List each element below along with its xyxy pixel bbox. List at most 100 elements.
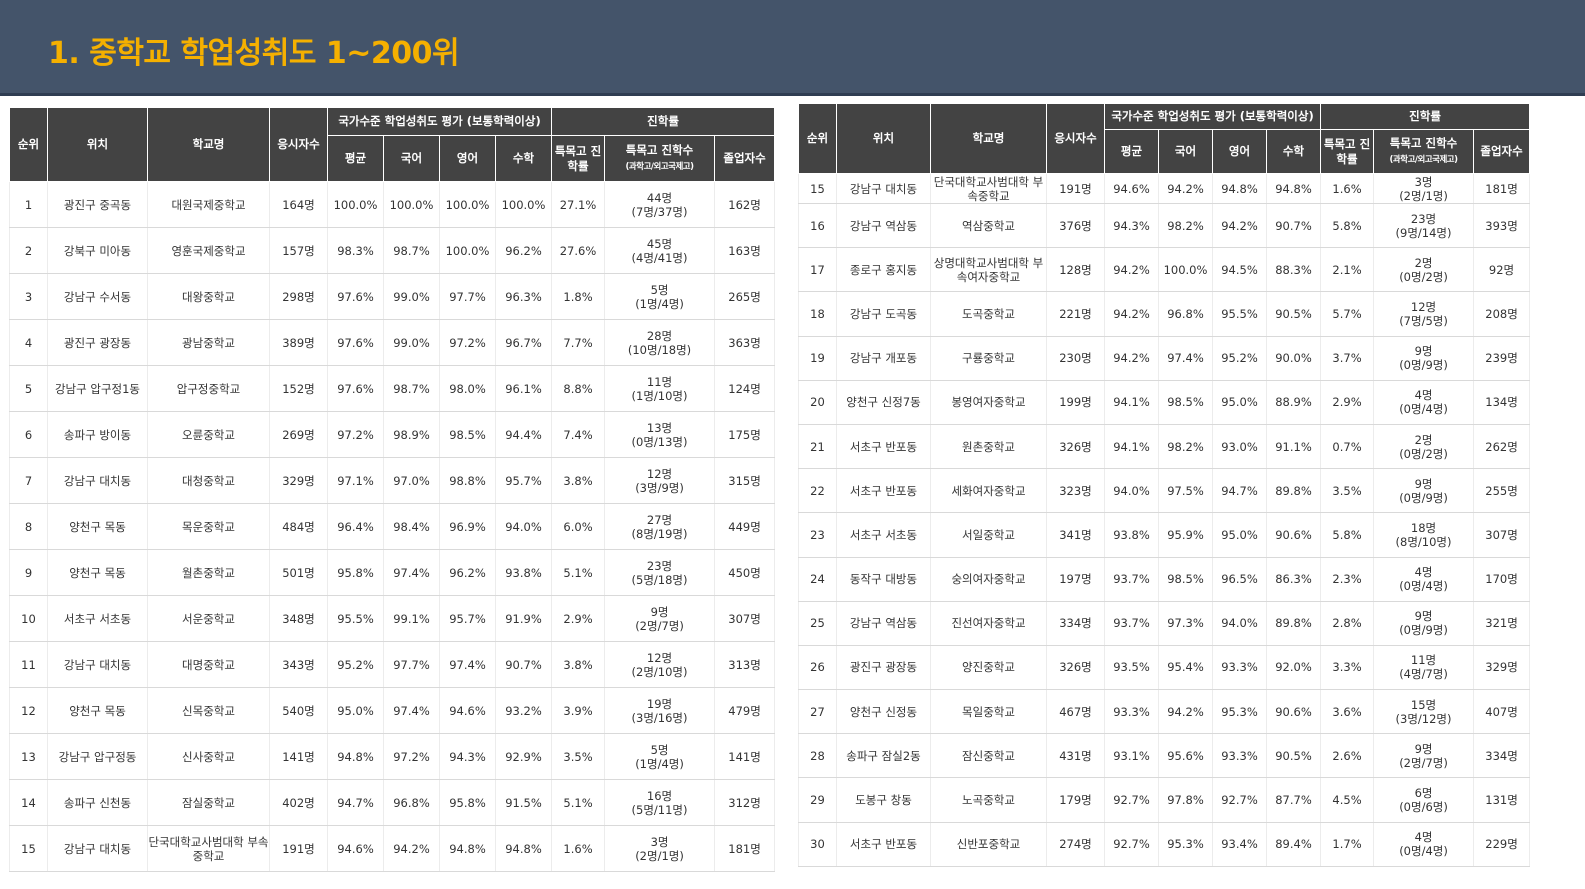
avg-cell: 95.0%	[327, 687, 384, 734]
header-examinees: 응시자수	[269, 107, 328, 182]
special-count-cell: 12명 (2명/10명)	[604, 641, 716, 688]
table-row: 14 송파구 신천동 잠실중학교 402명 94.7% 96.8% 95.8% 91.5% 5.…	[9, 779, 776, 826]
special-rate-cell: 5.8%	[1320, 512, 1375, 558]
location-cell: 동작구 대방동	[836, 557, 931, 602]
rank-cell: 9	[9, 549, 48, 596]
math-cell: 90.6%	[1266, 512, 1322, 558]
math-cell: 96.7%	[495, 319, 553, 366]
table-row: 27 양천구 신정동 목일중학교 467명 93.3% 94.2% 95.3% 90.6% 3.…	[798, 689, 1531, 735]
examinees-cell: 274명	[1046, 822, 1105, 867]
avg-cell: 94.2%	[1104, 336, 1159, 381]
rank-cell: 27	[798, 689, 837, 735]
special-count-breakdown: (0명/6명)	[1399, 800, 1448, 815]
school-cell: 세화여자중학교	[930, 468, 1047, 514]
english-cell: 95.7%	[439, 595, 496, 642]
avg-cell: 97.6%	[327, 365, 384, 412]
examinees-cell: 269명	[269, 411, 328, 458]
special-count-cell: 2명 (0명/2명)	[1373, 424, 1475, 470]
school-cell: 노곡중학교	[930, 777, 1047, 823]
korean-cell: 97.2%	[383, 733, 440, 780]
korean-cell: 97.4%	[1158, 336, 1213, 381]
location-cell: 양천구 신정7동	[836, 380, 931, 425]
school-cell: 숭의여자중학교	[930, 557, 1047, 602]
rank-cell: 26	[798, 645, 837, 691]
avg-cell: 95.5%	[327, 595, 384, 642]
special-count-total: 18명	[1410, 520, 1437, 535]
avg-cell: 93.3%	[1104, 689, 1159, 735]
special-rate-cell: 2.3%	[1320, 557, 1375, 602]
math-cell: 94.8%	[1266, 173, 1322, 204]
special-rate-cell: 4.5%	[1320, 777, 1375, 823]
korean-cell: 94.2%	[383, 825, 440, 872]
special-count-cell: 6명 (0명/6명)	[1373, 777, 1475, 823]
table-row: 21 서초구 반포동 원촌중학교 326명 94.1% 98.2% 93.0% 91.1% 0.…	[798, 424, 1531, 470]
header-special-rate: 특목고 진학률	[1320, 129, 1375, 174]
school-cell: 단국대학교사범대학 부속중학교	[147, 825, 270, 872]
school-cell: 목운중학교	[147, 503, 270, 550]
graduates-cell: 313명	[714, 641, 776, 688]
rank-cell: 24	[798, 557, 837, 602]
special-count-cell: 23명 (9명/14명)	[1373, 203, 1475, 249]
graduates-cell: 229명	[1473, 822, 1531, 867]
header-avg: 평균	[1104, 129, 1159, 174]
location-cell: 강남구 압구정1동	[47, 365, 148, 412]
header-examinees: 응시자수	[1046, 103, 1105, 174]
english-cell: 94.8%	[1212, 173, 1267, 204]
korean-cell: 100.0%	[1158, 247, 1213, 293]
special-rate-cell: 2.9%	[551, 595, 606, 642]
graduates-cell: 265명	[714, 273, 776, 320]
table-row: 13 강남구 압구정동 신사중학교 141명 94.8% 97.2% 94.3% 92.9% 3…	[9, 733, 776, 780]
location-cell: 서초구 반포동	[836, 468, 931, 514]
special-count-breakdown: (0명/4명)	[1399, 844, 1448, 859]
special-count-cell: 9명 (0명/9명)	[1373, 468, 1475, 514]
examinees-cell: 402명	[269, 779, 328, 826]
avg-cell: 94.1%	[1104, 424, 1159, 470]
header-math: 수학	[1265, 129, 1322, 174]
avg-cell: 97.2%	[327, 411, 384, 458]
avg-cell: 97.6%	[327, 319, 384, 366]
special-rate-cell: 5.8%	[1320, 203, 1375, 249]
examinees-cell: 199명	[1046, 380, 1105, 425]
avg-cell: 94.2%	[1104, 247, 1159, 293]
korean-cell: 100.0%	[383, 181, 440, 228]
special-rate-cell: 3.5%	[551, 733, 606, 780]
table-row: 7 강남구 대치동 대청중학교 329명 97.1% 97.0% 98.8% 95.7% 3.8…	[9, 457, 776, 504]
korean-cell: 98.7%	[383, 365, 440, 412]
math-cell: 94.4%	[495, 411, 553, 458]
korean-cell: 97.7%	[383, 641, 440, 688]
special-count-cell: 23명 (5명/18명)	[604, 549, 716, 596]
location-cell: 강남구 대치동	[47, 641, 148, 688]
ranking-table-left-body: 1 광진구 중곡동 대원국제중학교 164명 100.0% 100.0% 100.0% 100…	[9, 181, 776, 872]
school-cell: 상명대학교사범대학 부속여자중학교	[930, 247, 1047, 293]
rank-cell: 13	[9, 733, 48, 780]
special-count-breakdown: (8명/10명)	[1395, 534, 1452, 549]
korean-cell: 97.5%	[1158, 468, 1213, 514]
table-row: 26 광진구 광장동 양진중학교 326명 93.5% 95.4% 93.3% 92.0% 3.…	[798, 645, 1531, 691]
location-cell: 강남구 도곡동	[836, 291, 931, 337]
rank-cell: 21	[798, 424, 837, 470]
math-cell: 91.9%	[495, 595, 553, 642]
graduates-cell: 307명	[714, 595, 776, 642]
korean-cell: 95.6%	[1158, 733, 1213, 779]
examinees-cell: 329명	[269, 457, 328, 504]
examinees-cell: 348명	[269, 595, 328, 642]
special-count-cell: 45명 (4명/41명)	[604, 227, 716, 274]
korean-cell: 96.8%	[1158, 291, 1213, 337]
examinees-cell: 343명	[269, 641, 328, 688]
rank-cell: 30	[798, 822, 837, 867]
special-rate-cell: 1.7%	[1320, 822, 1375, 867]
graduates-cell: 307명	[1473, 512, 1531, 558]
special-count-cell: 11명 (4명/7명)	[1373, 645, 1475, 691]
english-cell: 98.5%	[439, 411, 496, 458]
table-row: 8 양천구 목동 목운중학교 484명 96.4% 98.4% 96.9% 94.0% 6.0%…	[9, 503, 776, 550]
graduates-cell: 363명	[714, 319, 776, 366]
location-cell: 강남구 역삼동	[836, 203, 931, 249]
examinees-cell: 326명	[1046, 645, 1105, 691]
special-count-breakdown: (9명/14명)	[1395, 225, 1452, 240]
location-cell: 양천구 목동	[47, 549, 148, 596]
examinees-cell: 334명	[1046, 601, 1105, 646]
examinees-cell: 152명	[269, 365, 328, 412]
table-row: 17 종로구 홍지동 상명대학교사범대학 부속여자중학교 128명 94.2% 100.0…	[798, 247, 1531, 293]
header-korean: 국어	[383, 135, 440, 182]
special-count-total: 9명	[650, 604, 669, 619]
